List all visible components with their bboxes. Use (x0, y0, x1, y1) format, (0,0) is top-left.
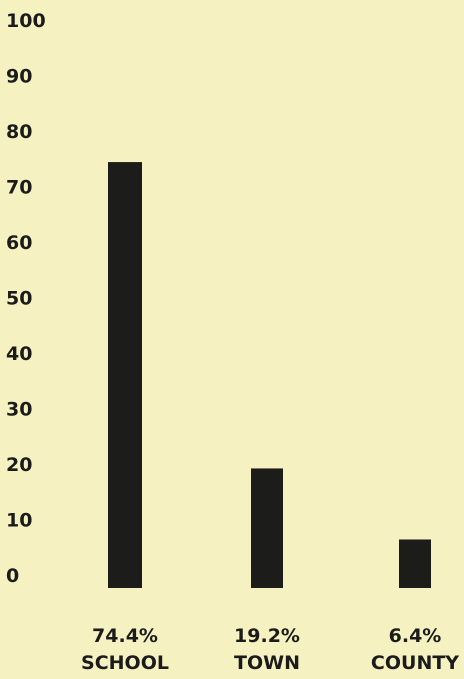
y-tick-label: 10 (6, 510, 32, 532)
y-tick-label: 30 (6, 399, 32, 421)
y-tick-label: 0 (6, 565, 19, 587)
y-tick-label: 80 (6, 121, 32, 143)
value-label: 19.2% (234, 625, 300, 647)
bar-school (108, 162, 142, 588)
y-tick-label: 60 (6, 232, 32, 254)
y-axis-ticks: 0 10 20 30 40 50 60 70 80 90 100 (6, 10, 46, 587)
y-tick-label: 40 (6, 343, 32, 365)
y-tick-label: 100 (6, 10, 46, 32)
y-tick-label: 90 (6, 66, 32, 88)
category-label: TOWN (234, 652, 300, 674)
category-label: COUNTY (371, 652, 459, 674)
value-labels: 74.4% 19.2% 6.4% (92, 625, 441, 647)
value-label: 74.4% (92, 625, 158, 647)
bars (108, 162, 431, 588)
y-tick-label: 50 (6, 288, 32, 310)
category-labels: SCHOOL TOWN COUNTY (81, 652, 459, 674)
bar-county (399, 539, 431, 588)
category-label: SCHOOL (81, 652, 169, 674)
bar-town (251, 468, 283, 588)
value-label: 6.4% (389, 625, 442, 647)
y-tick-label: 70 (6, 177, 32, 199)
y-tick-label: 20 (6, 454, 32, 476)
